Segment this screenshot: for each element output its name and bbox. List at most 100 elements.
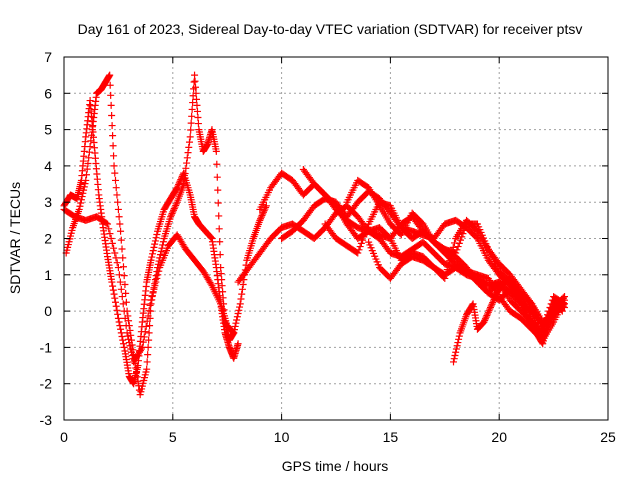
data-point [194,114,202,121]
data-point [193,101,201,109]
data-point [488,300,496,308]
data-point [172,201,180,209]
data-point [151,237,159,245]
series-trace-11 [450,274,566,366]
data-point [148,293,156,301]
data-point [76,202,84,210]
data-point [108,278,116,286]
data-point [443,266,451,274]
data-point [122,289,130,297]
data-point [177,176,185,184]
data-point [119,340,127,348]
data-point [127,345,135,353]
data-point [110,152,118,160]
data-point [117,285,125,293]
data-point [143,358,151,366]
data-point [111,176,119,184]
data-point [115,318,123,326]
data-point [117,325,125,333]
data-point [363,223,371,231]
data-point [192,83,200,91]
data-point [80,186,88,194]
data-point [83,165,91,173]
data-point [134,377,142,385]
data-point [180,175,188,183]
data-point [150,243,158,251]
data-point [153,230,161,238]
data-point [85,148,93,156]
data-point [132,364,140,372]
data-point [194,120,202,128]
data-point [170,205,178,213]
data-point [139,338,147,346]
data-point [86,143,94,151]
data-point [259,208,267,216]
data-point [259,210,267,218]
ticks-layer: 0 5 10 15 20 25 -3 -2 -1 0 1 2 3 4 5 6 7 [40,49,616,445]
data-point [192,95,200,103]
data-point [111,249,119,257]
data-point [485,307,493,315]
data-point [560,293,568,301]
y-tick-label: 2 [44,231,52,247]
x-tick-label: 0 [60,429,68,445]
data-point [108,122,116,130]
data-point [512,284,520,292]
data-point [183,154,191,162]
data-point [87,137,95,145]
data-point [157,247,165,255]
data-point [114,314,122,322]
data-point [239,280,247,288]
data-point [114,205,122,213]
data-point [519,303,527,311]
data-point [256,216,264,224]
data-point [150,285,158,293]
data-point [145,307,153,315]
data-point [215,212,223,220]
data-point [521,307,529,315]
data-point [152,234,160,242]
data-point [356,243,364,251]
data-point [78,193,86,201]
data-point [490,295,498,303]
data-point [146,322,154,330]
data-point [118,245,126,253]
data-point [118,293,126,301]
data-point [119,336,127,344]
data-point [180,180,188,188]
data-point [233,316,241,324]
data-point [468,301,476,309]
data-point [262,202,270,210]
data-point [215,225,223,233]
data-point [491,294,499,302]
data-point [115,271,123,279]
y-tick-label: 7 [44,49,52,65]
data-point [523,312,531,320]
data-point [145,329,153,337]
data-point [77,196,85,204]
data-point [122,298,130,306]
data-point [154,271,162,279]
data-point [449,243,457,251]
data-point [230,326,238,334]
data-point [446,257,454,265]
data-point [442,270,450,278]
data-point [486,303,494,311]
data-point [354,249,362,257]
x-tick-label: 15 [383,429,399,445]
data-point [232,319,240,327]
data-point [487,302,495,310]
data-point [213,160,221,168]
data-point [235,306,243,314]
data-point [238,290,246,298]
data-point [104,220,112,228]
data-point [107,101,115,109]
data-point [105,225,113,233]
data-point [385,233,393,241]
data-point [538,339,546,347]
x-tick-label: 10 [274,429,290,445]
data-point [558,306,566,314]
data-point [238,285,246,293]
data-point [454,243,462,251]
